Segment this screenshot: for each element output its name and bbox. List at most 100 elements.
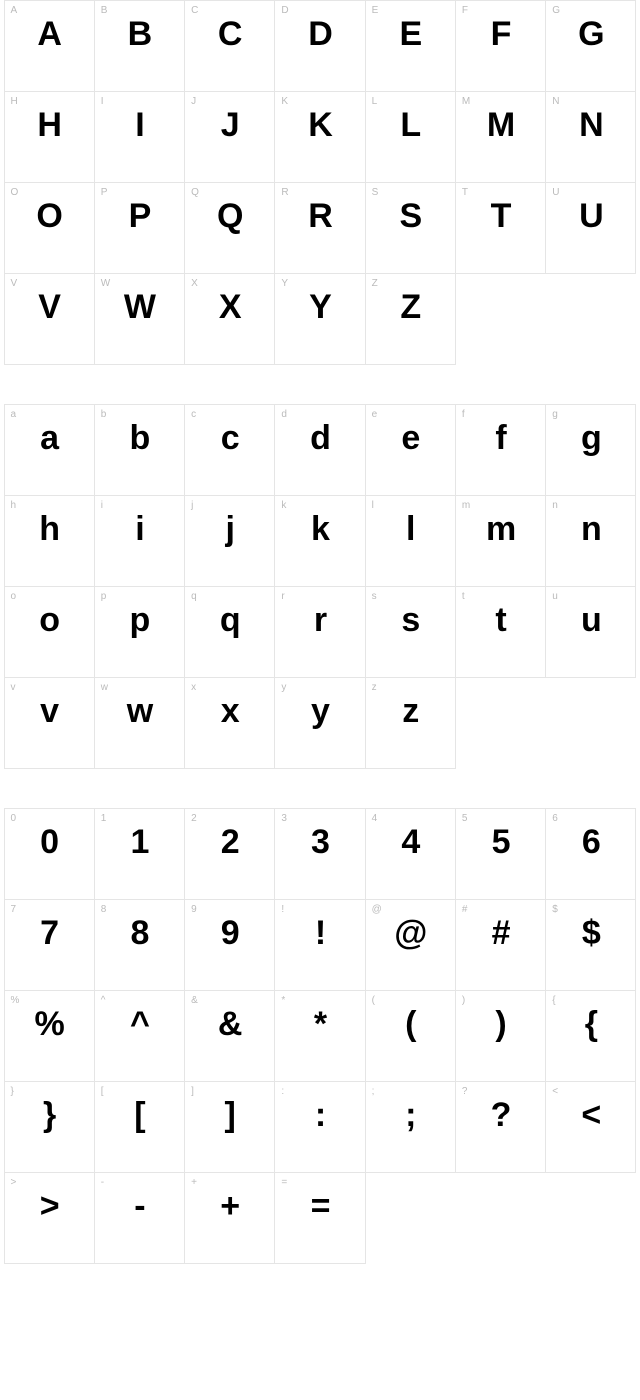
glyph-display: V	[5, 288, 94, 327]
glyph-display: -	[95, 1187, 184, 1226]
glyph-display: 2	[185, 823, 274, 862]
glyph-display: s	[366, 601, 455, 640]
glyph-display: x	[185, 692, 274, 731]
glyph-cell: FF	[455, 0, 546, 92]
glyph-display: %	[5, 1005, 94, 1044]
glyph-display: a	[5, 419, 94, 458]
glyph-cell: UU	[545, 182, 636, 274]
glyph-cell: 88	[94, 899, 185, 991]
glyph-cell: 22	[184, 808, 275, 900]
glyph-display: 9	[185, 914, 274, 953]
glyph-display: y	[275, 692, 364, 731]
glyph-cell: HH	[4, 91, 95, 183]
glyph-cell: SS	[365, 182, 456, 274]
glyph-display: 6	[546, 823, 635, 862]
glyph-display: (	[366, 1005, 455, 1044]
glyph-section: AABBCCDDEEFFGGHHIIJJKKLLMMNNOOPPQQRRSSTT…	[4, 0, 636, 364]
glyph-cell: tt	[455, 586, 546, 678]
glyph-cell: 44	[365, 808, 456, 900]
glyph-cell: NN	[545, 91, 636, 183]
glyph-cell: AA	[4, 0, 95, 92]
glyph-cell: ZZ	[365, 273, 456, 365]
glyph-cell: jj	[184, 495, 275, 587]
glyph-display: N	[546, 106, 635, 145]
glyph-display: g	[546, 419, 635, 458]
glyph-display: {	[546, 1005, 635, 1044]
glyph-display: I	[95, 106, 184, 145]
glyph-display: 4	[366, 823, 455, 862]
glyph-cell: GG	[545, 0, 636, 92]
glyph-cell: QQ	[184, 182, 275, 274]
glyph-display: z	[366, 692, 455, 731]
glyph-cell: EE	[365, 0, 456, 92]
glyph-display: +	[185, 1187, 274, 1226]
glyph-display: l	[366, 510, 455, 549]
glyph-display: Q	[185, 197, 274, 236]
glyph-cell: <<	[545, 1081, 636, 1173]
glyph-cell: BB	[94, 0, 185, 92]
glyph-display: M	[456, 106, 545, 145]
glyph-grid: AABBCCDDEEFFGGHHIIJJKKLLMMNNOOPPQQRRSSTT…	[4, 0, 636, 364]
glyph-cell: rr	[274, 586, 365, 678]
glyph-cell: ((	[365, 990, 456, 1082]
glyph-display: <	[546, 1096, 635, 1135]
glyph-cell: yy	[274, 677, 365, 769]
character-map: AABBCCDDEEFFGGHHIIJJKKLLMMNNOOPPQQRRSSTT…	[0, 0, 640, 1263]
glyph-display: w	[95, 692, 184, 731]
glyph-cell: ##	[455, 899, 546, 991]
glyph-display: ^	[95, 1005, 184, 1044]
glyph-display: ]	[185, 1096, 274, 1135]
glyph-cell: --	[94, 1172, 185, 1264]
glyph-cell: dd	[274, 404, 365, 496]
glyph-cell: vv	[4, 677, 95, 769]
glyph-display: c	[185, 419, 274, 458]
glyph-display: b	[95, 419, 184, 458]
glyph-display: X	[185, 288, 274, 327]
glyph-display: f	[456, 419, 545, 458]
glyph-cell: kk	[274, 495, 365, 587]
glyph-display: d	[275, 419, 364, 458]
glyph-display: P	[95, 197, 184, 236]
glyph-display: n	[546, 510, 635, 549]
glyph-display: k	[275, 510, 364, 549]
glyph-display: ?	[456, 1096, 545, 1135]
glyph-cell: ??	[455, 1081, 546, 1173]
glyph-display: j	[185, 510, 274, 549]
glyph-cell: uu	[545, 586, 636, 678]
glyph-cell: xx	[184, 677, 275, 769]
glyph-cell: bb	[94, 404, 185, 496]
glyph-cell: >>	[4, 1172, 95, 1264]
glyph-cell: ))	[455, 990, 546, 1082]
glyph-cell: oo	[4, 586, 95, 678]
glyph-cell: MM	[455, 91, 546, 183]
glyph-section: aabbccddeeffgghhiijjkkllmmnnooppqqrrsstt…	[4, 404, 636, 768]
glyph-cell: @@	[365, 899, 456, 991]
glyph-cell: ::	[274, 1081, 365, 1173]
glyph-display: r	[275, 601, 364, 640]
glyph-cell: 77	[4, 899, 95, 991]
glyph-cell: VV	[4, 273, 95, 365]
glyph-display: )	[456, 1005, 545, 1044]
glyph-display: =	[275, 1187, 364, 1226]
glyph-cell: **	[274, 990, 365, 1082]
glyph-display: }	[5, 1096, 94, 1135]
glyph-display: >	[5, 1187, 94, 1226]
glyph-display: R	[275, 197, 364, 236]
glyph-display: S	[366, 197, 455, 236]
glyph-cell: [[	[94, 1081, 185, 1173]
glyph-cell: ]]	[184, 1081, 275, 1173]
glyph-display: #	[456, 914, 545, 953]
glyph-cell: ee	[365, 404, 456, 496]
glyph-cell: ss	[365, 586, 456, 678]
glyph-display: G	[546, 15, 635, 54]
glyph-section: 00112233445566778899!!@@##$$%%^^&&**(())…	[4, 808, 636, 1263]
glyph-display: h	[5, 510, 94, 549]
glyph-display: U	[546, 197, 635, 236]
glyph-display: !	[275, 914, 364, 953]
glyph-cell: JJ	[184, 91, 275, 183]
glyph-display: A	[5, 15, 94, 54]
glyph-display: D	[275, 15, 364, 54]
glyph-cell: ll	[365, 495, 456, 587]
glyph-cell: 00	[4, 808, 95, 900]
glyph-cell: OO	[4, 182, 95, 274]
